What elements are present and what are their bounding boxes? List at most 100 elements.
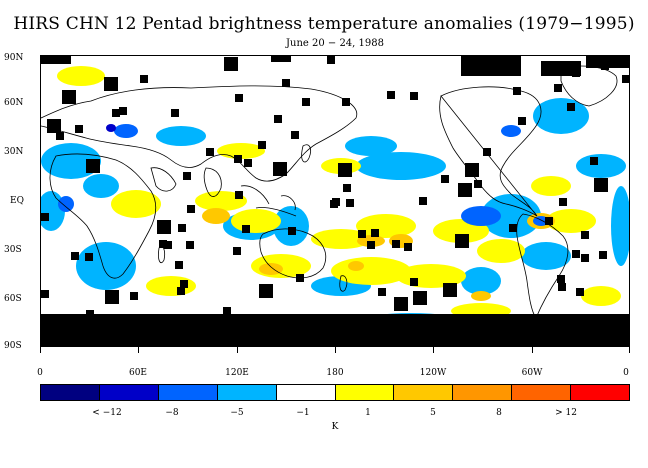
colorbar-swatch	[217, 385, 277, 400]
strong-warm-anomaly-patch	[259, 263, 283, 275]
missing-data-block	[282, 79, 290, 87]
y-label-30n: 30N	[4, 147, 24, 157]
japan-outline	[301, 144, 311, 163]
colorbar-swatch	[571, 385, 630, 400]
missing-data-block	[177, 287, 185, 295]
missing-data-block	[75, 125, 83, 133]
missing-data-block	[557, 275, 565, 283]
cold-anomaly-patch	[611, 186, 629, 266]
colorbar-swatch	[276, 385, 336, 400]
y-label-90n: 90N	[4, 53, 24, 63]
missing-data-block	[71, 252, 79, 260]
missing-data-block	[234, 155, 242, 163]
x-label-60e: 60E	[128, 368, 148, 378]
cold-anomaly-patch	[356, 152, 446, 180]
missing-data-block	[545, 217, 553, 225]
map-subtitle: June 20 − 24, 1988	[286, 38, 384, 49]
color-scale-bar	[40, 384, 630, 401]
missing-data-block	[224, 57, 238, 71]
y-label-30s: 30S	[4, 245, 22, 255]
missing-data-block	[367, 241, 375, 249]
missing-data-block	[302, 98, 310, 106]
missing-data-block	[330, 200, 338, 208]
cold-anomaly-patch	[521, 242, 571, 270]
missing-data-block	[104, 77, 118, 91]
africa-outline	[49, 153, 157, 279]
missing-data-block	[358, 230, 366, 238]
missing-data-block	[572, 250, 580, 258]
colorbar-swatch	[335, 385, 395, 400]
missing-data-block	[594, 178, 608, 192]
missing-data-block	[581, 254, 589, 262]
missing-data-block	[371, 229, 379, 237]
missing-data-block	[483, 148, 491, 156]
missing-data-block	[509, 224, 517, 232]
missing-data-block	[233, 247, 241, 255]
strong-warm-anomaly-patch	[348, 261, 364, 271]
cold-anomaly-patch	[83, 174, 119, 198]
missing-data-block	[178, 224, 186, 232]
x-tick	[335, 347, 336, 353]
missing-data-block	[130, 292, 138, 300]
missing-data-blocks	[41, 56, 629, 318]
cold-anomaly-patch	[461, 267, 501, 295]
missing-data-block	[47, 119, 61, 133]
missing-data-block	[343, 184, 351, 192]
warm-anomaly-patch	[231, 209, 281, 233]
missing-data-block	[518, 117, 526, 125]
missing-data-block	[273, 162, 287, 176]
colorbar-label: 1	[365, 408, 371, 418]
missing-data-block	[327, 56, 335, 64]
strong-cold-anomaly-patch	[461, 206, 501, 226]
cold-anomaly-patch	[76, 242, 136, 290]
extreme-cold-anomaly-patch	[106, 124, 116, 132]
x-tick	[629, 347, 630, 353]
colorbar-label: −1	[296, 408, 310, 418]
antarctica-region	[41, 314, 629, 346]
missing-data-block	[461, 56, 521, 76]
missing-data-block	[474, 180, 482, 188]
x-tick	[532, 347, 533, 353]
missing-data-block	[206, 148, 214, 156]
missing-data-block	[392, 240, 400, 248]
missing-data-block	[378, 288, 386, 296]
missing-data-block	[244, 159, 252, 167]
x-label-120e: 120E	[225, 368, 249, 378]
x-tick	[138, 347, 139, 353]
missing-data-block	[410, 92, 418, 100]
missing-data-block	[171, 109, 179, 117]
strong-cold-anomaly-patch	[114, 124, 138, 138]
y-label-eq: EQ	[10, 196, 24, 206]
warm-anomaly-patch	[57, 66, 105, 86]
missing-data-block	[62, 90, 76, 104]
greenland-outline	[560, 65, 618, 107]
missing-data-block	[455, 234, 469, 248]
missing-data-block	[242, 225, 250, 233]
colorbar-label: > 12	[555, 408, 577, 418]
missing-data-block	[558, 283, 566, 291]
colorbar-swatch	[394, 385, 454, 400]
missing-data-block	[441, 175, 449, 183]
missing-data-block	[56, 132, 64, 140]
warm-anomaly-patch	[111, 190, 161, 218]
missing-data-block	[86, 159, 100, 173]
missing-data-block	[458, 183, 472, 197]
x-label-0-end: 0	[623, 368, 629, 378]
cold-anomaly-patch	[41, 191, 65, 231]
missing-data-block	[85, 253, 93, 261]
missing-data-block	[465, 163, 479, 177]
missing-data-block	[443, 283, 457, 297]
strong-warm-anomaly-patch	[202, 208, 230, 224]
missing-data-block	[559, 198, 567, 206]
warm-anomaly-patch	[477, 239, 525, 263]
missing-data-block	[599, 251, 607, 259]
missing-data-block	[112, 109, 120, 117]
missing-data-block	[576, 288, 584, 296]
new-zealand-outline	[339, 275, 348, 292]
missing-data-block	[186, 241, 194, 249]
missing-data-block	[586, 56, 629, 68]
missing-data-block	[622, 75, 629, 83]
missing-data-block	[183, 172, 191, 180]
x-label-60w: 60W	[521, 368, 543, 378]
warm-anomaly-patch	[195, 191, 247, 211]
